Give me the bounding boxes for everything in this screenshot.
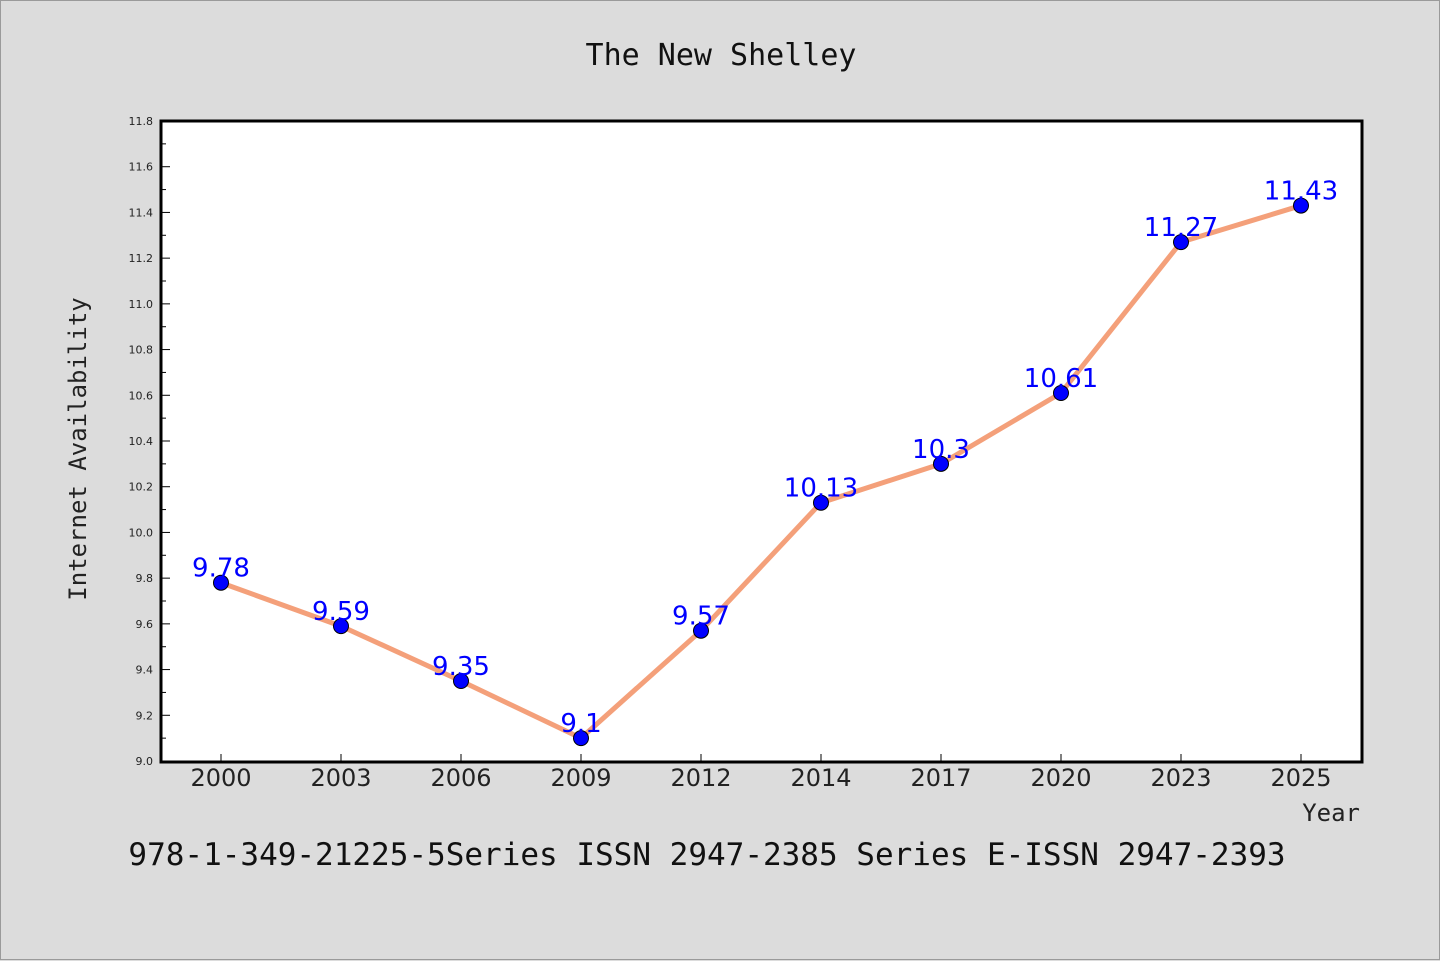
points-layer [213,197,1309,747]
data-point [933,455,949,472]
y-axis-label: Internet Availability [64,297,92,600]
y-tick-label: 10.0 [129,526,154,539]
data-labels-layer: 9.78 9.59 9.35 9.1 9.57 10.13 10.3 10.61 11.27 11… [192,177,1338,740]
series-layer [218,203,1304,741]
x-tick-label: 2017 [910,764,971,792]
x-tick-label: 2012 [670,764,731,792]
y-tick-label: 11.2 [129,252,154,265]
y-tick-label: 11.6 [129,161,154,174]
data-point [453,673,469,689]
data-label: 9.35 [432,652,490,682]
data-label: 11.43 [1264,177,1338,207]
y-tick-label: 11.0 [129,298,154,311]
y-tick-label: 10.8 [129,344,154,357]
footer-note: 978-1-349-21225-5Series ISSN 2947-2385 S… [128,837,1285,873]
data-point [1173,234,1189,251]
x-tick-label: 2025 [1270,764,1331,792]
data-point [213,574,229,591]
x-axis-label: Year [1302,799,1360,827]
y-tick-label: 10.2 [129,481,154,494]
data-label: 9.57 [672,602,730,632]
y-axis-ticks: 9.0 9.2 9.4 9.6 9.8 10.0 10.2 10.4 10.6 10.8 11.0 1… [129,115,170,768]
data-point [693,622,709,639]
y-tick-label: 11.4 [129,206,154,219]
x-tick-label: 2023 [1150,764,1211,792]
x-tick-label: 2000 [190,764,251,792]
x-tick-label: 2003 [310,764,371,792]
x-tick-label: 2006 [430,764,491,792]
chart-title: The New Shelley [586,38,857,73]
data-point [573,730,589,747]
data-label: 9.78 [192,554,250,584]
data-label: 10.3 [912,435,970,465]
y-tick-label: 11.8 [129,115,154,128]
data-label: 9.59 [312,597,370,627]
y-tick-label: 9.4 [136,664,154,677]
y-tick-label: 9.6 [136,618,154,631]
data-point [813,494,829,511]
data-point [1293,197,1309,214]
data-label: 9.1 [560,709,601,739]
data-label: 10.61 [1024,364,1098,394]
y-tick-label: 9.0 [136,755,154,768]
series-line [218,203,1304,741]
x-tick-label: 2014 [790,764,851,792]
y-tick-label: 10.6 [129,389,154,402]
data-label: 10.13 [784,474,858,504]
data-point [333,618,349,635]
y-tick-label: 10.4 [129,435,154,448]
plot-area [159,119,1364,764]
x-tick-label: 2020 [1030,764,1091,792]
y-tick-label: 9.8 [136,572,154,585]
x-tick-label: 2009 [550,764,611,792]
y-tick-label: 9.2 [136,709,154,722]
data-label: 11.27 [1144,213,1218,243]
data-point [1053,385,1069,401]
x-axis-ticks: 2000 2003 2006 2009 2012 2014 2017 2020 2023 2025 [190,754,1332,792]
